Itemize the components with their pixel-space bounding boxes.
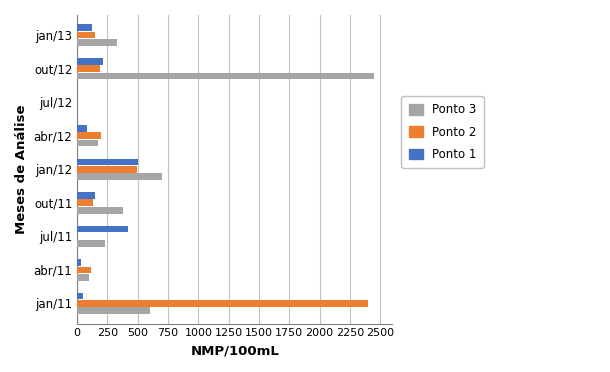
Bar xyxy=(77,240,105,247)
Bar xyxy=(77,274,89,280)
Bar xyxy=(77,132,101,139)
Bar xyxy=(77,58,102,65)
Bar xyxy=(77,226,128,232)
Bar xyxy=(77,140,98,147)
Bar xyxy=(77,192,95,199)
Bar xyxy=(77,308,150,314)
Bar xyxy=(77,158,138,165)
Bar xyxy=(77,25,92,31)
Bar xyxy=(77,207,123,214)
Bar xyxy=(77,39,117,46)
Bar xyxy=(77,125,87,132)
Bar xyxy=(77,300,368,307)
Bar xyxy=(77,65,100,72)
Bar xyxy=(77,267,90,273)
Legend: Ponto 3, Ponto 2, Ponto 1: Ponto 3, Ponto 2, Ponto 1 xyxy=(401,96,484,168)
Bar xyxy=(77,259,81,266)
X-axis label: NMP/100mL: NMP/100mL xyxy=(190,344,279,357)
Y-axis label: Meses de Análise: Meses de Análise xyxy=(15,105,28,234)
Bar xyxy=(77,32,95,38)
Bar xyxy=(77,166,137,173)
Bar xyxy=(77,73,374,79)
Bar xyxy=(77,293,83,299)
Bar xyxy=(77,199,93,206)
Bar xyxy=(77,173,162,180)
